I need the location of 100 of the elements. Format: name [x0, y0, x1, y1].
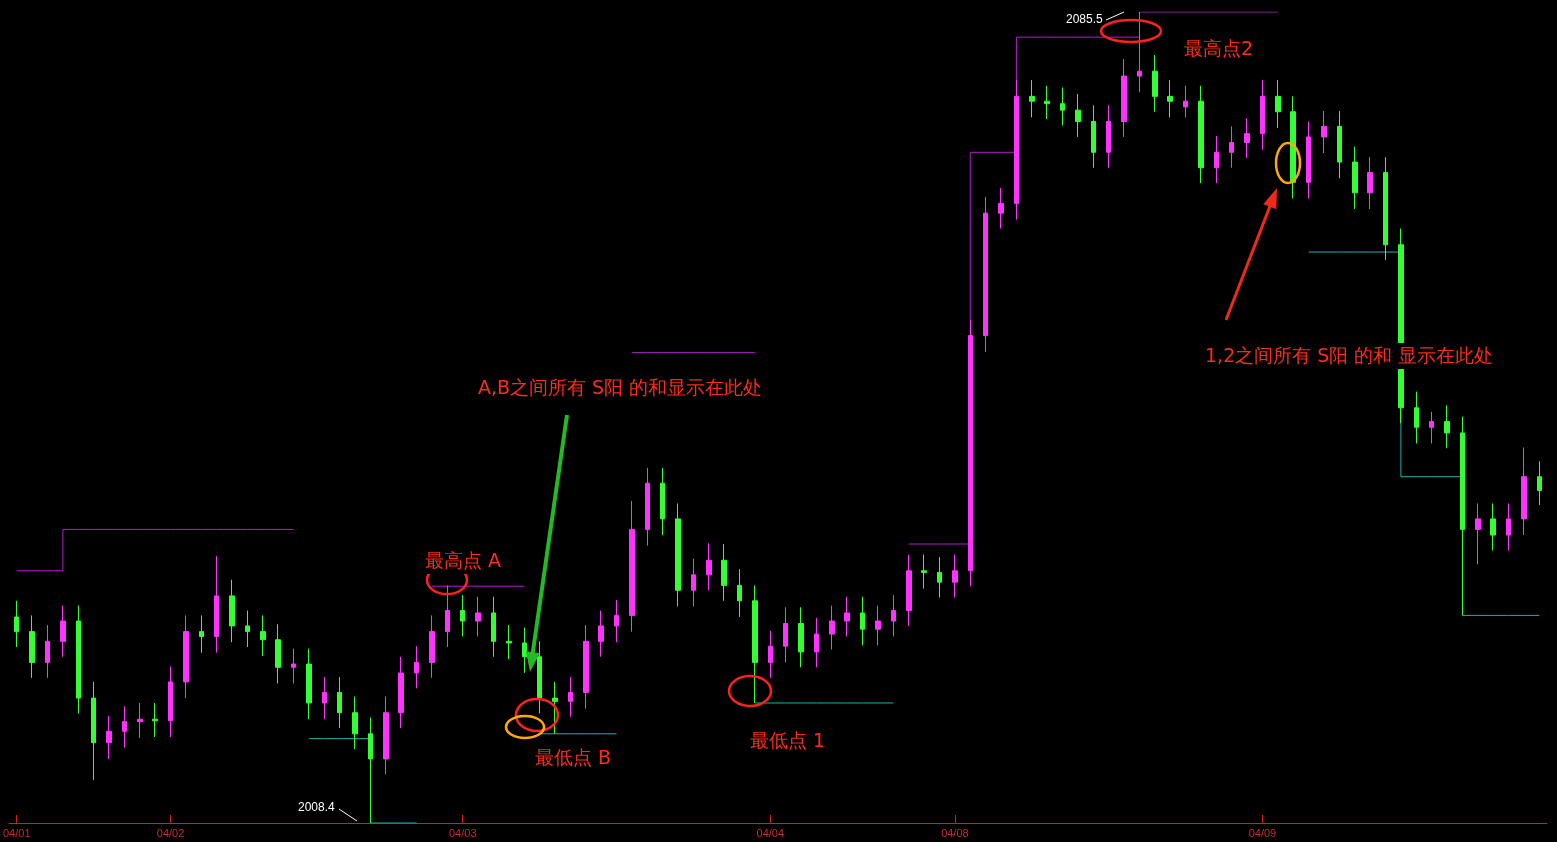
candlestick [1152, 54, 1158, 113]
candlestick [691, 558, 696, 607]
candlestick [137, 702, 143, 739]
candlestick [568, 676, 573, 718]
candlestick [291, 648, 296, 685]
candlestick [1121, 58, 1127, 138]
candlestick [1429, 411, 1434, 444]
candlestick [183, 614, 189, 699]
candlestick [1383, 156, 1388, 261]
candlestick [398, 656, 404, 729]
candlestick [245, 610, 250, 648]
candlestick [1506, 502, 1511, 551]
candlestick [844, 596, 850, 637]
candlestick [522, 627, 527, 674]
candlestick [829, 605, 835, 650]
candlestick [1306, 120, 1311, 200]
candlestick [1290, 95, 1296, 200]
candlestick [1214, 135, 1219, 184]
candlestick [1183, 85, 1188, 118]
annotation: 最高点 A [425, 548, 502, 574]
candlestick [1275, 79, 1281, 129]
candlestick [968, 319, 973, 587]
candlestick [1352, 146, 1358, 210]
candlestick [1260, 79, 1265, 151]
x-tick-label: 04/02 [156, 826, 185, 839]
candlestick [983, 196, 988, 353]
candlestick [891, 594, 896, 637]
candlestick [660, 467, 665, 536]
candlestick [814, 617, 819, 668]
annotation: 最低点 B [535, 745, 612, 771]
candlestick [1367, 156, 1373, 210]
candlestick [1521, 447, 1527, 536]
x-tick-label: 04/04 [756, 826, 785, 839]
candlestick [1091, 104, 1096, 169]
candlestick [583, 624, 589, 710]
candlestick [614, 599, 619, 643]
candlestick [1106, 104, 1111, 169]
candlestick [875, 605, 881, 646]
candlestick [1075, 93, 1081, 138]
candlestick [45, 624, 50, 679]
candlestick [29, 614, 35, 679]
candlestick [199, 614, 204, 654]
candlestick [921, 554, 927, 590]
candlestick [306, 648, 312, 720]
candlestick [1537, 460, 1542, 506]
candlestick [368, 717, 373, 824]
candlestick [475, 596, 481, 637]
candlestick [860, 596, 865, 646]
candlestick [1137, 11, 1142, 93]
candlestick [629, 500, 635, 633]
candlestick [275, 623, 281, 685]
candlestick [1029, 79, 1035, 118]
candlestick [106, 715, 112, 760]
candlestick [552, 681, 558, 735]
candlestick [1198, 85, 1204, 184]
candlestick [952, 554, 958, 599]
candlestick [598, 610, 604, 658]
candlestick [752, 584, 758, 704]
candlestick [1244, 117, 1250, 159]
candlestick [460, 594, 465, 637]
annotation: 最低点 1 [750, 728, 826, 754]
candlestick [1490, 502, 1496, 551]
candlestick [645, 467, 650, 547]
candlestick [1014, 79, 1019, 221]
candlestick [14, 600, 19, 648]
candlestick [768, 630, 773, 679]
candlestick [1475, 502, 1481, 565]
candlestick [706, 542, 712, 591]
annotation: A,B之间所有 S阳 的和显示在此处 [478, 375, 763, 401]
candlestick [214, 555, 219, 654]
annotation: 最高点2 [1184, 36, 1254, 62]
candlestick [906, 554, 912, 627]
candlestick [122, 705, 127, 749]
x-tick-label: 04/03 [448, 826, 477, 839]
candlestick [414, 645, 419, 689]
candlestick [91, 681, 96, 781]
candlestick [1337, 110, 1342, 179]
candlestick [1167, 79, 1173, 118]
candlestick [937, 556, 942, 599]
candlestick [1460, 416, 1465, 616]
candlestick [491, 596, 496, 658]
candlestick [60, 605, 66, 658]
candlestick [429, 614, 435, 679]
candlestick [737, 568, 742, 618]
candlestick [1044, 85, 1050, 120]
candlestick [998, 187, 1004, 230]
candlestick [76, 605, 81, 715]
candlestick [352, 695, 358, 750]
candlestick [537, 640, 542, 715]
candlestick [1321, 110, 1327, 154]
candlestick [229, 579, 235, 643]
candlestick [1229, 125, 1234, 169]
candlestick [322, 676, 327, 720]
candlestick [337, 676, 342, 729]
candlestick [152, 702, 158, 738]
candlestick [798, 606, 804, 668]
candlestick [1444, 404, 1450, 449]
candlestick [260, 614, 266, 657]
candlestick [675, 502, 681, 607]
x-tick-label: 04/01 [2, 826, 31, 839]
